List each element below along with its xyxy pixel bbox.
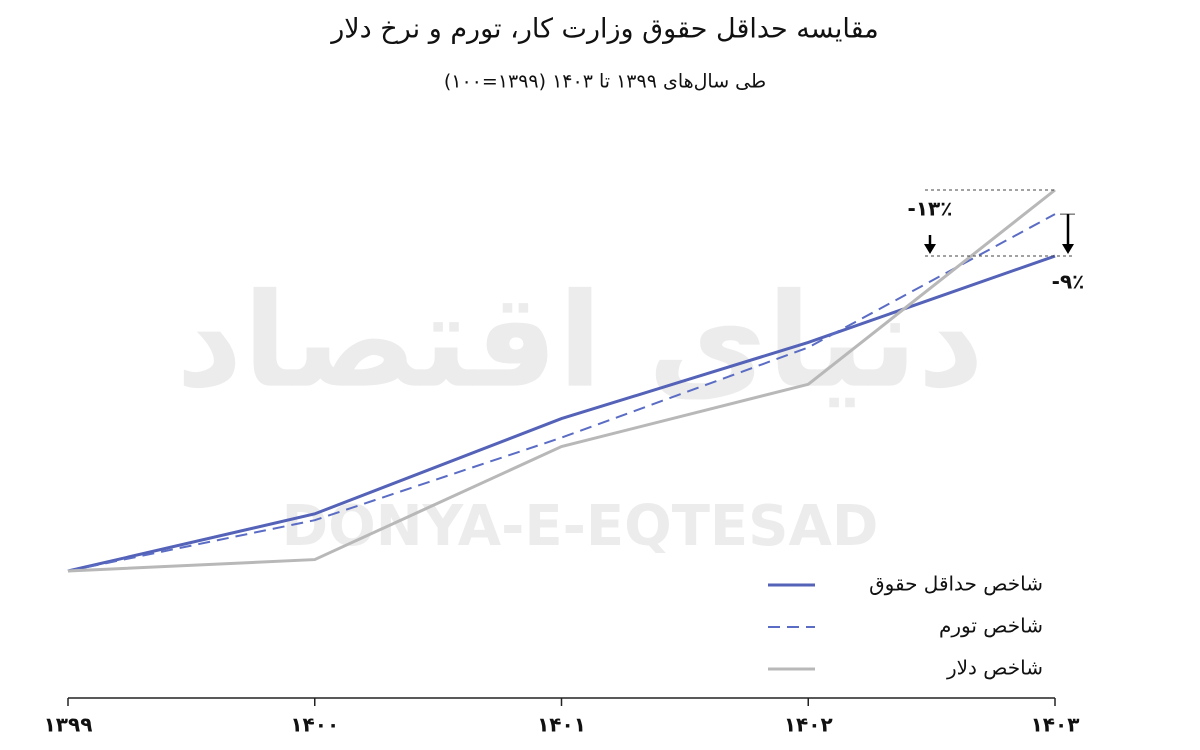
x-tick-label: ۱۴۰۱: [537, 713, 586, 737]
annotation: -۹٪: [1052, 270, 1085, 294]
watermark: دنیای اقتصاد: [176, 265, 984, 417]
series-line: [67, 254, 1056, 573]
chart-subtitle: طی سال‌های ۱۳۹۹ تا ۱۴۰۳ (۱۳۹۹=۱۰۰): [444, 71, 766, 93]
annotation: -۱۳٪: [908, 197, 953, 221]
arrow-head: [1062, 244, 1074, 255]
legend-label: شاخص تورم: [939, 614, 1043, 638]
arrow-head: [924, 244, 936, 255]
legend-label: شاخص حداقل حقوق: [869, 572, 1043, 596]
x-tick-label: ۱۴۰۰: [290, 713, 339, 737]
watermark: DONYA-E-EQTESAD: [282, 494, 879, 559]
x-tick-label: ۱۴۰۲: [784, 713, 833, 737]
x-tick-label: ۱۴۰۳: [1031, 713, 1080, 737]
x-tick-label: ۱۳۹۹: [44, 713, 93, 737]
legend-label: شاخص دلار: [946, 656, 1043, 680]
chart-title: مقایسه حداقل حقوق وزارت کار، تورم و نرخ …: [329, 14, 878, 45]
series-line: [67, 188, 1056, 573]
